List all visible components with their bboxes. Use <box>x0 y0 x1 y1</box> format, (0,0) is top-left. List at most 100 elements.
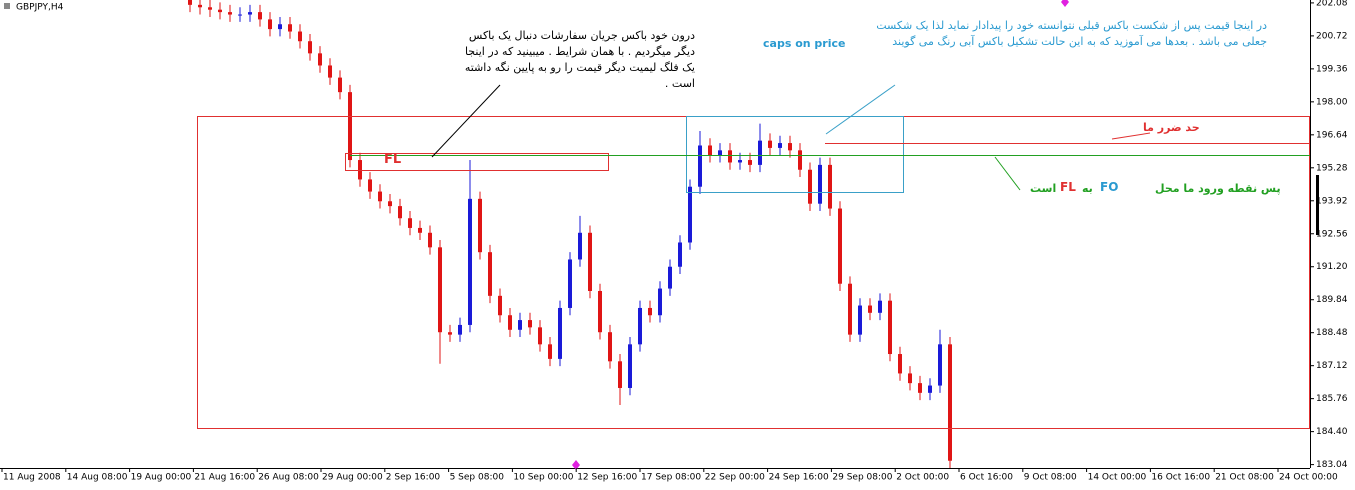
candle-body <box>868 305 872 313</box>
candle-body <box>698 145 702 187</box>
candle-body <box>878 300 882 313</box>
candle-body <box>328 65 332 78</box>
candle-body <box>788 143 792 151</box>
note-order-flow: درون خود باکس جریان سفارشات دنبال یک باک… <box>465 28 695 92</box>
candle-body <box>348 92 352 161</box>
leader-line <box>994 156 1021 191</box>
entry-text: به <box>1082 182 1093 195</box>
x-tick-label: 29 Sep 08:00 <box>832 473 892 483</box>
candle-body <box>508 315 512 330</box>
x-tick-label: 17 Sep 08:00 <box>641 473 701 483</box>
x-tick-label: 6 Oct 16:00 <box>960 473 1013 483</box>
caps-label: caps on price <box>763 37 846 50</box>
candle-body <box>758 140 762 165</box>
candle-body <box>778 143 782 148</box>
candle-body <box>888 300 892 355</box>
candle-body <box>768 140 772 148</box>
candle-body <box>668 266 672 289</box>
candle-body <box>498 295 502 316</box>
y-tick-label: 202.08 <box>1316 0 1348 8</box>
candle-body <box>488 252 492 296</box>
candle-body <box>918 383 922 393</box>
candle-body <box>418 227 422 233</box>
candle-body <box>648 307 652 316</box>
x-tick-label: 24 Oct 00:00 <box>1279 473 1338 483</box>
note-line: است . <box>664 77 695 90</box>
candle-body <box>188 0 192 5</box>
candle-body <box>568 259 572 308</box>
x-tick-label: 9 Oct 08:00 <box>1024 473 1077 483</box>
candle-body <box>478 198 482 253</box>
note-line: جعلی می باشد . بعدها می آموزید که به این… <box>892 35 1267 48</box>
candle-body <box>618 361 622 388</box>
candle-body <box>398 206 402 219</box>
candle-body <box>738 160 742 163</box>
x-tick-label: 11 Aug 2008 <box>3 473 61 483</box>
candle-body <box>718 150 722 156</box>
y-tick-label: 184.40 <box>1316 427 1348 437</box>
entry-text: پس نقطه ورود ما محل <box>1155 182 1281 195</box>
candle-body <box>688 186 692 243</box>
x-tick-label: 14 Aug 08:00 <box>67 473 128 483</box>
candle-body <box>808 169 812 204</box>
candle-body <box>928 385 932 393</box>
y-tick-label: 189.84 <box>1316 295 1348 305</box>
flag-limit-box <box>345 153 609 171</box>
leader-line <box>825 84 896 135</box>
candle-body <box>938 344 942 386</box>
candle-body <box>528 320 532 328</box>
candle-body <box>628 344 632 388</box>
leader-line <box>1111 132 1151 140</box>
note-line: در اینجا قیمت پس از شکست باکس قبلی نتوان… <box>876 19 1267 32</box>
candle-body <box>908 373 912 384</box>
candle-body <box>238 14 242 16</box>
candle-body <box>658 288 662 316</box>
y-tick-label: 185.76 <box>1316 394 1348 404</box>
y-tick-label: 188.48 <box>1316 328 1348 338</box>
x-tick-label: 2 Oct 00:00 <box>896 473 949 483</box>
y-tick-label: 183.04 <box>1316 460 1348 470</box>
symbol-label: GBPJPY,H4 <box>16 3 64 13</box>
leader-line <box>431 84 501 158</box>
candle-body <box>518 320 522 330</box>
candle-body <box>228 12 232 15</box>
note-line: یک فلگ لیمیت دیگر قیمت را رو به پایین نگ… <box>464 61 695 74</box>
candle-body <box>208 7 212 10</box>
candle-body <box>458 324 462 335</box>
candle-body <box>598 290 602 333</box>
candle-body <box>358 160 362 180</box>
note-line: درون خود باکس جریان سفارشات دنبال یک باک… <box>468 29 695 42</box>
x-tick-label: 19 Aug 00:00 <box>131 473 192 483</box>
x-tick-label: 21 Oct 08:00 <box>1215 473 1274 483</box>
x-tick-label: 10 Sep 00:00 <box>513 473 573 483</box>
candle-body <box>548 344 552 359</box>
x-tick-label: 22 Sep 00:00 <box>705 473 765 483</box>
y-tick-label: 200.72 <box>1316 31 1348 41</box>
entry-text: FO <box>1100 180 1119 194</box>
candle-body <box>248 12 252 15</box>
candle-body <box>388 201 392 207</box>
range-box <box>197 116 1310 429</box>
y-tick-label: 198.00 <box>1316 97 1348 107</box>
stop-loss-label: حد ضرر ما <box>1143 121 1200 134</box>
candle-body <box>578 232 582 260</box>
candle-body <box>258 12 262 20</box>
y-tick-label: 192.56 <box>1316 229 1348 239</box>
candle-body <box>318 53 322 66</box>
y-tick-label: 196.64 <box>1316 130 1348 140</box>
candle-body <box>848 283 852 335</box>
price-marker <box>1316 175 1319 235</box>
x-tick-label: 14 Oct 00:00 <box>1088 473 1147 483</box>
event-marker <box>1061 0 1069 7</box>
candle-body <box>818 164 822 204</box>
candle-body <box>278 24 282 30</box>
candle-body <box>838 208 842 284</box>
candle-body <box>448 332 452 335</box>
candle-body <box>338 77 342 93</box>
candle-body <box>708 145 712 156</box>
x-tick-label: 26 Aug 08:00 <box>258 473 319 483</box>
candle-body <box>408 218 412 228</box>
x-tick-label: 5 Sep 08:00 <box>450 473 505 483</box>
